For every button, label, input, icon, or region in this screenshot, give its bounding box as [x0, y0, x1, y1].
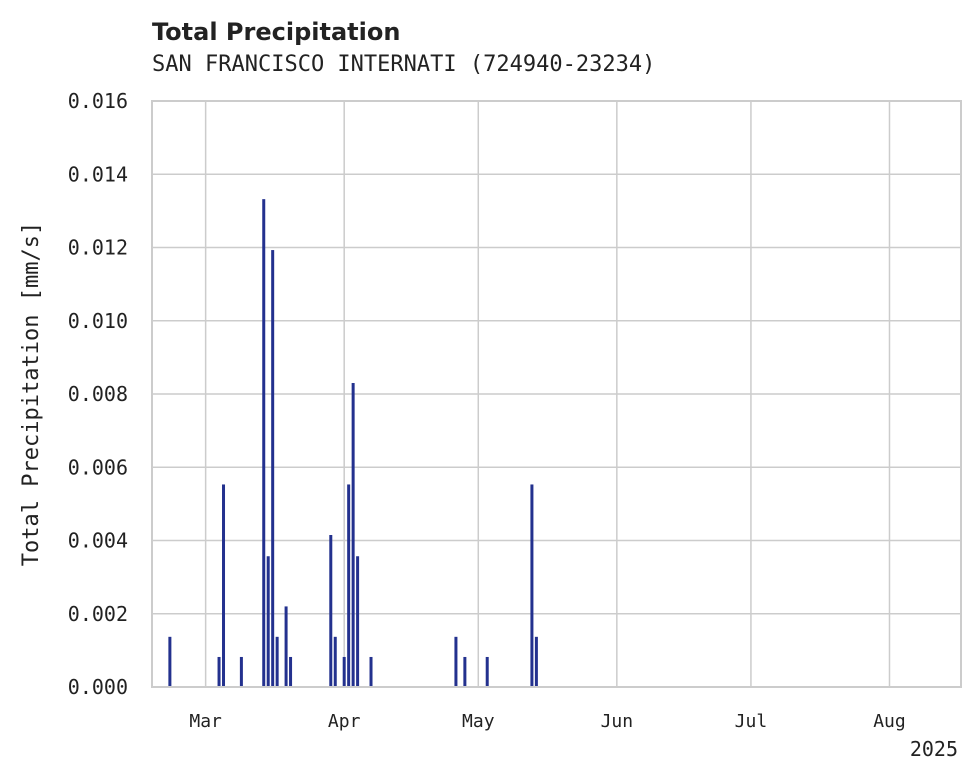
y-tick-label: 0.012 — [68, 236, 128, 260]
x-tick-label: May — [462, 711, 495, 732]
precipitation-bar — [217, 656, 221, 687]
plot-frame — [151, 100, 962, 688]
precipitation-bar — [271, 250, 275, 687]
y-tick-label: 0.002 — [68, 602, 128, 626]
precipitation-bar — [284, 606, 288, 687]
bar-series — [168, 199, 538, 687]
precipitation-bar — [463, 656, 467, 687]
precipitation-bar — [530, 484, 534, 687]
x-tick-label: Jul — [735, 711, 768, 732]
y-tick-label: 0.006 — [68, 455, 128, 479]
y-tick-label: 0.014 — [68, 162, 128, 186]
chart-title: Total Precipitation — [152, 18, 401, 46]
precipitation-bar — [485, 656, 489, 687]
x-tick-label: Apr — [328, 711, 361, 732]
y-axis-label: Total Precipitation [mm/s] — [19, 222, 44, 566]
x-tick-label: Aug — [873, 711, 906, 732]
precipitation-bar — [222, 484, 226, 687]
precipitation-bar — [369, 656, 373, 687]
y-tick-label: 0.004 — [68, 529, 128, 553]
precipitation-bar — [351, 383, 355, 687]
x-tick-label: Jun — [601, 711, 634, 732]
y-tick-label: 0.000 — [68, 675, 128, 699]
precipitation-bar — [266, 556, 270, 687]
x-tick-label: Mar — [189, 711, 222, 732]
y-tick-label: 0.010 — [68, 309, 128, 333]
precipitation-bar — [333, 636, 337, 687]
x-axis-ticks: Mar Apr May Jun Jul Aug — [189, 711, 905, 732]
precipitation-bar — [239, 656, 243, 687]
precipitation-bar — [289, 656, 293, 687]
precipitation-bar — [347, 484, 351, 687]
precipitation-bar — [329, 535, 333, 687]
grid-lines — [152, 100, 961, 688]
precipitation-bar — [454, 636, 458, 687]
precipitation-bar — [342, 656, 346, 687]
y-tick-label: 0.008 — [68, 382, 128, 406]
precipitation-bar — [275, 636, 279, 687]
chart-subtitle: SAN FRANCISCO INTERNATI (724940-23234) — [152, 52, 656, 77]
x-axis-year-label: 2025 — [910, 737, 958, 761]
precipitation-bar — [262, 199, 266, 687]
precipitation-bar — [356, 556, 360, 687]
precipitation-bar — [534, 636, 538, 687]
precipitation-bar — [168, 636, 172, 687]
y-axis-ticks: 0.000 0.002 0.004 0.006 0.008 0.010 0.012 0.014… — [68, 89, 128, 699]
y-tick-label: 0.016 — [68, 89, 128, 113]
